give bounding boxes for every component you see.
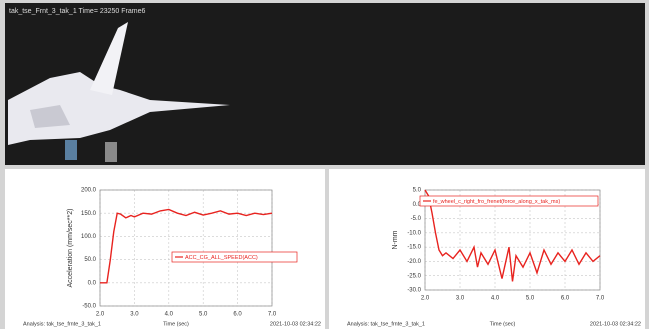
y-tick-label: -5.0 bbox=[411, 216, 422, 222]
screen: tak_tse_Frnt_3_tak_1 Time= 23250 Frame6 … bbox=[0, 0, 649, 329]
x-tick-label: 4.0 bbox=[165, 312, 174, 318]
y-axis-label: Acceleration (mm/sec**2) bbox=[67, 209, 74, 288]
x-tick-label: 2.0 bbox=[421, 296, 430, 302]
y-tick-label: 150.0 bbox=[81, 211, 97, 217]
analysis-label: Analysis: tak_tse_frnte_3_tak_1 bbox=[23, 321, 101, 327]
y-axis-label: N-mm bbox=[392, 230, 399, 249]
analysis-label: Analysis: tak_tse_frnte_3_tak_1 bbox=[347, 321, 425, 327]
x-tick-label: 7.0 bbox=[596, 296, 605, 302]
y-tick-label: 200.0 bbox=[81, 188, 97, 194]
y-tick-label: -10.0 bbox=[407, 230, 421, 236]
x-tick-label: 3.0 bbox=[130, 312, 139, 318]
legend-label: fe_wheel_c_right_fro_frenet(force_along_… bbox=[433, 199, 560, 205]
plot-panel-right bbox=[329, 169, 645, 329]
x-tick-label: 6.0 bbox=[561, 296, 570, 302]
x-tick-label: 7.0 bbox=[268, 312, 277, 318]
timestamp: 2021-10-03 02:34:22 bbox=[590, 321, 641, 327]
timestamp: 2021-10-03 02:34:22 bbox=[270, 321, 321, 327]
y-tick-label: -20.0 bbox=[407, 259, 421, 265]
y-tick-label: -25.0 bbox=[407, 273, 421, 279]
x-tick-label: 2.0 bbox=[96, 312, 105, 318]
legend-label: ACC_CG_ALL_SPEED(ACC) bbox=[185, 255, 258, 261]
x-tick-label: 3.0 bbox=[456, 296, 465, 302]
x-tick-label: 5.0 bbox=[199, 312, 208, 318]
viewport-caption: tak_tse_Frnt_3_tak_1 Time= 23250 Frame6 bbox=[9, 8, 145, 15]
y-tick-label: 0.0 bbox=[88, 280, 97, 286]
y-tick-label: 100.0 bbox=[81, 234, 97, 240]
y-tick-label: -30.0 bbox=[407, 288, 421, 294]
x-tick-label: 5.0 bbox=[526, 296, 535, 302]
y-tick-label: -50.0 bbox=[82, 304, 96, 310]
x-axis-label: Time (sec) bbox=[163, 321, 189, 327]
y-tick-label: -15.0 bbox=[407, 245, 421, 251]
x-tick-label: 6.0 bbox=[233, 312, 242, 318]
plot-panel-left bbox=[5, 169, 325, 329]
y-tick-label: 50.0 bbox=[84, 257, 96, 263]
x-tick-label: 4.0 bbox=[491, 296, 500, 302]
x-axis-label: Time (sec) bbox=[490, 321, 516, 327]
y-tick-label: 5.0 bbox=[413, 188, 422, 194]
